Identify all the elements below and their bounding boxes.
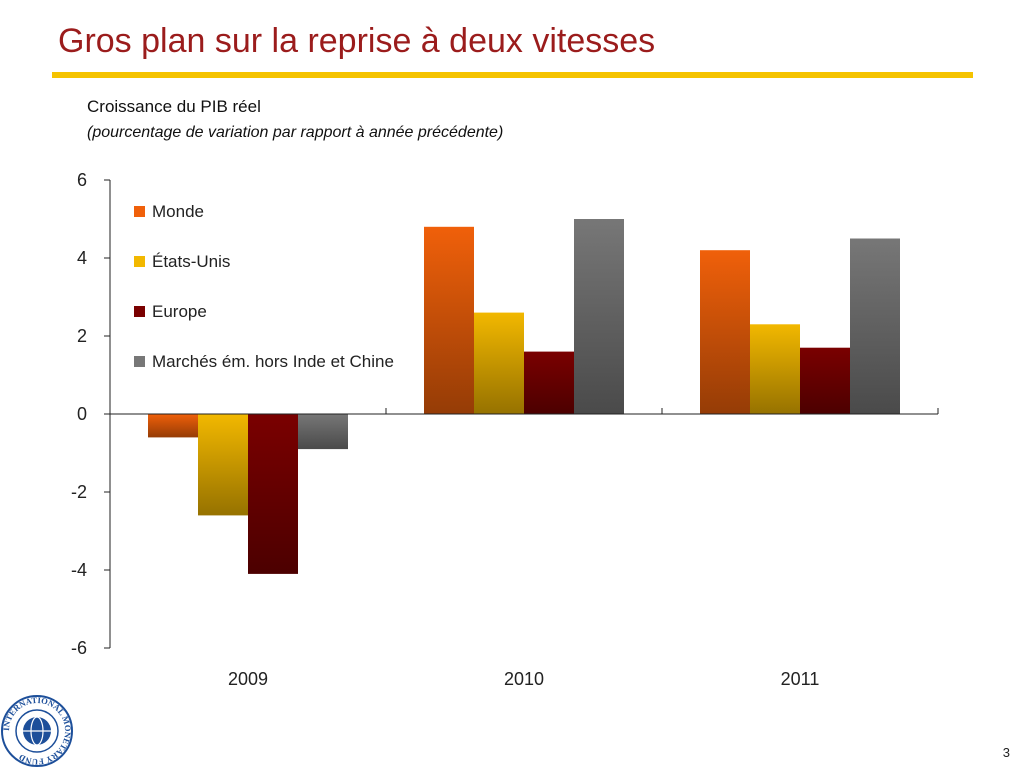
- bar-2011-1: [750, 324, 800, 414]
- bar-2010-3: [574, 219, 624, 414]
- legend-label: Monde: [152, 202, 204, 221]
- x-tick-label: 2010: [504, 669, 544, 689]
- bar-2009-1: [198, 414, 248, 516]
- bar-2011-3: [850, 238, 900, 414]
- legend-label: Marchés ém. hors Inde et Chine: [152, 352, 394, 371]
- chart-title: Croissance du PIB réel: [87, 97, 261, 116]
- y-tick-label: 2: [77, 326, 87, 346]
- bar-2010-2: [524, 351, 574, 414]
- y-tick-label: -2: [71, 482, 87, 502]
- bar-2009-3: [298, 414, 348, 450]
- bars-layer: [148, 219, 900, 574]
- x-tick-label: 2009: [228, 669, 268, 689]
- y-tick-label: 6: [77, 170, 87, 190]
- x-tick-label: 2011: [781, 669, 820, 689]
- legend-swatch: [134, 256, 145, 267]
- bar-2011-2: [800, 347, 850, 414]
- page-number: 3: [1002, 745, 1010, 760]
- y-tick-label: 0: [77, 404, 87, 424]
- y-tick-label: -6: [71, 638, 87, 658]
- bar-2009-2: [248, 414, 298, 574]
- legend-swatch: [134, 206, 145, 217]
- legend-swatch: [134, 356, 145, 367]
- legend-swatch: [134, 306, 145, 317]
- chart-subtitle: (pourcentage de variation par rapport à …: [87, 124, 504, 141]
- y-tick-label: -4: [71, 560, 87, 580]
- bar-2010-1: [474, 312, 524, 414]
- legend-label: États-Unis: [152, 252, 230, 271]
- legend-label: Europe: [152, 302, 207, 321]
- bar-2011-0: [700, 250, 750, 414]
- bar-2010-0: [424, 226, 474, 414]
- axes-layer: 2009 2010 2011 6 4 2 0 -2 -4 -6: [71, 170, 939, 689]
- y-tick-label: 4: [77, 248, 87, 268]
- legend: Monde États-Unis Europe Marchés ém. hors In…: [134, 202, 394, 371]
- slide-title: Gros plan sur la reprise à deux vitesses: [58, 22, 656, 60]
- title-rule: [52, 72, 973, 78]
- bar-2009-0: [148, 414, 198, 438]
- imf-logo: INTERNATIONAL MONETARY FUND: [1, 695, 73, 767]
